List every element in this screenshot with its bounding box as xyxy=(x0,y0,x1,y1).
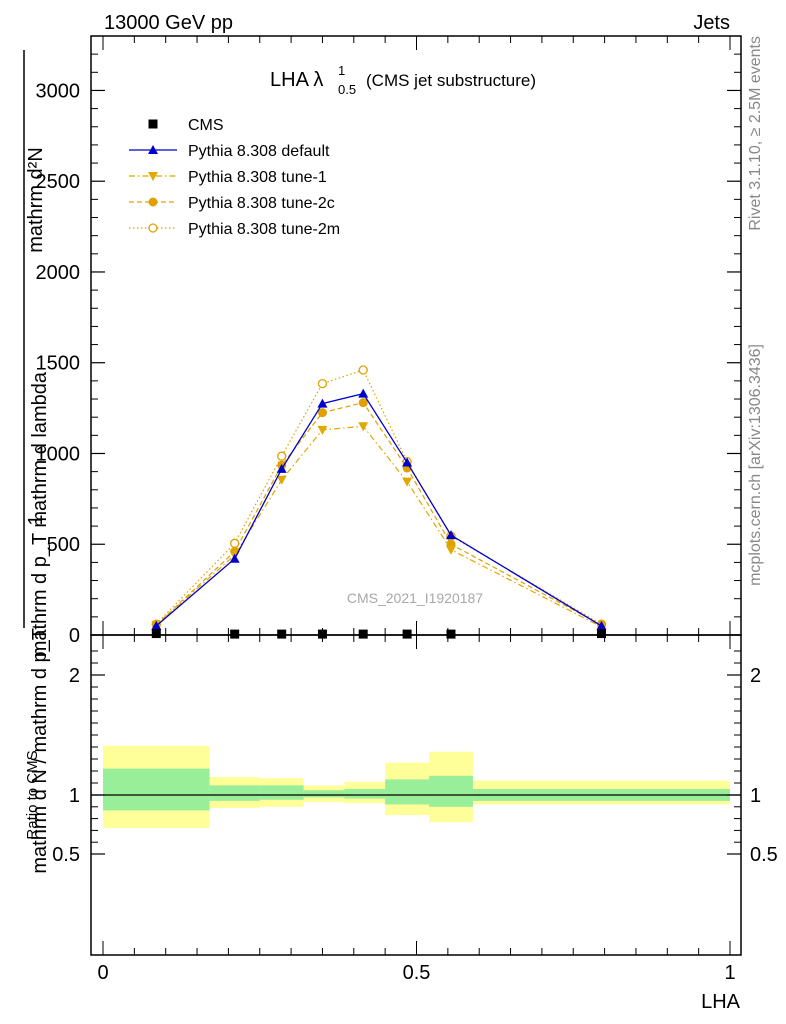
ratio-ytick-label-left-0: 0.5 xyxy=(52,844,80,866)
header-energy: 13000 GeV pp xyxy=(104,12,233,34)
main-axis-ticks: 0 500 1000 1500 2000 2500 3000 xyxy=(36,35,741,647)
series-2-point-4 xyxy=(358,422,369,432)
legend-marker-1 xyxy=(148,145,158,154)
legend-label-0: CMS xyxy=(188,117,224,134)
series-1-point-4 xyxy=(358,388,369,398)
ylabel-denominator: mathrm d p_T mathrm d lambda xyxy=(29,371,51,657)
series-1-point-7 xyxy=(596,620,607,630)
series-4-point-2 xyxy=(277,451,287,461)
main-ytick-label-1: 500 xyxy=(47,534,80,556)
mcplots-label: mcplots.cern.ch [arXiv:1306.3436] xyxy=(747,344,764,586)
ratio-axis-ticks: 0.5 0.5 1 1 2 2 0 0.5 1 xyxy=(52,635,778,984)
ratio-band-inner-4 xyxy=(344,789,386,799)
legend-entry-1: Pythia 8.308 default xyxy=(129,143,330,160)
series-1-point-2 xyxy=(276,463,287,473)
series-4 xyxy=(151,365,607,629)
main-ytick-label-5: 2500 xyxy=(36,171,81,193)
legend-marker-4 xyxy=(148,223,158,233)
series-1-point-5 xyxy=(402,457,413,467)
x-axis-label: LHA xyxy=(701,991,741,1013)
main-ytick-label-6: 3000 xyxy=(36,80,81,102)
series-2-point-3 xyxy=(317,425,328,435)
series-2-point-5 xyxy=(402,477,413,487)
analysis-watermark: CMS_2021_I1920187 xyxy=(347,590,483,606)
ratio-ytick-label-right-0: 0.5 xyxy=(750,844,778,866)
series-0-point-0 xyxy=(151,629,161,639)
series-1 xyxy=(151,388,607,630)
legend-entry-2: Pythia 8.308 tune-1 xyxy=(129,169,327,186)
series-0-point-3 xyxy=(317,629,327,639)
main-ytick-label-4: 2000 xyxy=(36,262,81,284)
series-1-point-3 xyxy=(317,398,328,408)
xtick-label-1: 0.5 xyxy=(403,962,431,984)
plot-title-sub: 0.5 xyxy=(338,82,356,97)
ylabel-numerator: mathrm d²N xyxy=(25,147,47,253)
legend-entry-0: CMS xyxy=(148,117,224,134)
series-2-point-6 xyxy=(445,545,456,555)
legend-entry-3: Pythia 8.308 tune-2c xyxy=(129,195,335,212)
main-ytick-label-0: 0 xyxy=(69,625,80,647)
plot-title: LHA λ 1 0.5 (CMS jet substructure) xyxy=(270,63,536,97)
ratio-band-inner-2 xyxy=(259,785,304,800)
ratio-ytick-label-right-1: 1 xyxy=(750,785,761,807)
xtick-label-0: 0 xyxy=(97,962,108,984)
ratio-band-inner-5 xyxy=(385,779,430,805)
ylabel-prefix-num: 1 xyxy=(25,514,47,525)
series-0-point-2 xyxy=(277,629,287,639)
legend-marker-0 xyxy=(148,119,158,129)
ratio-band-inner-0 xyxy=(103,768,210,811)
main-y-axis-label: 1 mathrm d²N mathrm d N / mathrm d p_T m… xyxy=(23,50,51,874)
legend-label-3: Pythia 8.308 tune-2c xyxy=(188,195,335,212)
series-3-point-4 xyxy=(358,398,368,408)
series-2-point-2 xyxy=(276,475,287,485)
series-0 xyxy=(151,629,606,639)
main-ytick-label-3: 1500 xyxy=(36,353,81,375)
rivet-label: Rivet 3.1.10, ≥ 2.5M events xyxy=(747,36,764,231)
main-ytick-label-2: 1000 xyxy=(36,443,81,465)
series-line-4 xyxy=(155,369,602,625)
ratio-bands xyxy=(91,745,741,829)
ratio-y-axis-label: Ratio to CMS xyxy=(24,750,41,839)
series-0-point-4 xyxy=(358,629,368,639)
legend-entry-4: Pythia 8.308 tune-2m xyxy=(129,221,340,238)
header-category: Jets xyxy=(693,12,730,34)
ratio-ytick-label-left-1: 1 xyxy=(69,785,80,807)
series-0-point-5 xyxy=(402,629,412,639)
ratio-ytick-label-left-2: 2 xyxy=(69,665,80,687)
xtick-label-2: 1 xyxy=(724,962,735,984)
series-4-point-3 xyxy=(317,378,328,389)
plot-title-suffix: (CMS jet substructure) xyxy=(366,71,536,90)
series-4-point-4 xyxy=(358,365,368,375)
series-3-point-3 xyxy=(317,408,327,418)
series-line-3 xyxy=(155,401,602,626)
series-line-2 xyxy=(155,425,602,628)
legend-marker-2 xyxy=(148,172,158,181)
series-0-point-7 xyxy=(596,629,606,639)
legend-marker-3 xyxy=(148,197,158,207)
legend-label-2: Pythia 8.308 tune-1 xyxy=(188,169,327,186)
series-1-point-6 xyxy=(445,530,456,540)
plot-title-main: LHA λ xyxy=(270,69,323,91)
legend-label-1: Pythia 8.308 default xyxy=(188,143,330,160)
plot-title-sup: 1 xyxy=(338,63,345,78)
ratio-band-inner-3 xyxy=(303,790,345,798)
legend-label-4: Pythia 8.308 tune-2m xyxy=(188,221,340,238)
series-1-point-1 xyxy=(229,553,240,563)
ratio-ytick-label-right-2: 2 xyxy=(750,665,761,687)
series-layer xyxy=(151,365,607,639)
ylabel-prefix-den: mathrm d N / mathrm d p_T xyxy=(29,628,51,874)
series-line-1 xyxy=(155,392,602,627)
legend: CMS Pythia 8.308 default Pythia 8.308 tune… xyxy=(129,117,340,238)
ratio-band-inner-1 xyxy=(209,785,260,801)
series-1-point-0 xyxy=(151,620,162,630)
ratio-band-inner-6 xyxy=(429,775,473,807)
series-0-point-1 xyxy=(230,629,240,639)
series-0-point-6 xyxy=(446,629,456,639)
